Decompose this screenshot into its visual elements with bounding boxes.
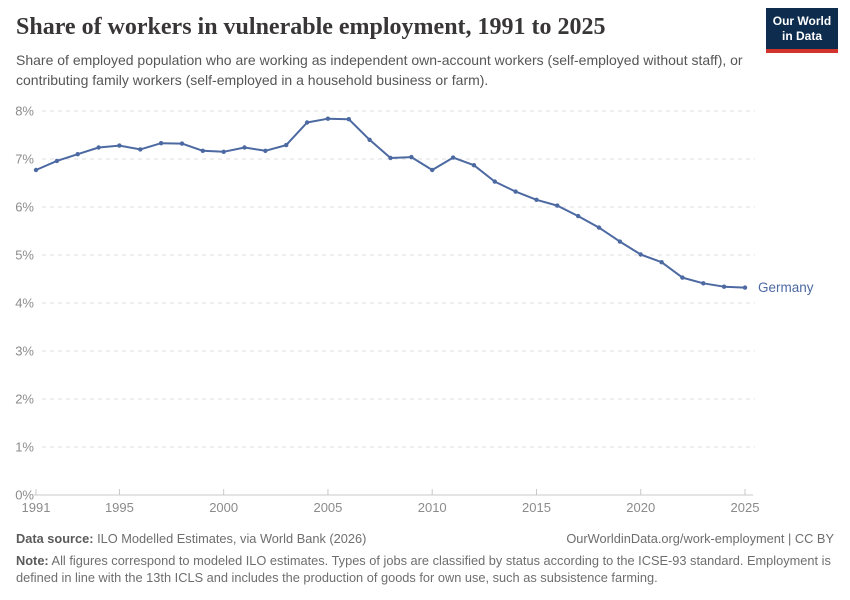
y-tick-label-4%: 4% [15,296,34,311]
data-point-2006[interactable] [346,117,351,122]
y-tick-label-6%: 6% [15,200,34,215]
data-point-2022[interactable] [680,275,685,280]
y-tick-label-2%: 2% [15,392,34,407]
data-point-2004[interactable] [304,120,310,125]
data-point-2010[interactable] [430,167,435,173]
data-point-2015[interactable] [534,197,539,202]
x-tick-label-2000: 2000 [209,500,238,515]
data-point-1996[interactable] [138,147,143,152]
note-text: All figures correspond to modeled ILO es… [16,553,831,585]
owid-logo[interactable]: Our World in Data [766,8,838,53]
data-point-2016[interactable] [555,203,560,208]
y-tick-label-3%: 3% [15,344,34,359]
data-point-1993[interactable] [75,152,80,157]
data-point-2017[interactable] [576,213,581,219]
chart-area[interactable]: 0% 1% 2% 3% 4% 5% 6% 7% 8% 1991 1995 2000 2005 2010 20… [0,98,850,523]
chart-subtitle: Share of employed population who are wor… [16,51,743,88]
data-point-2000[interactable] [221,149,226,154]
x-tick-label-1991: 1991 [22,500,51,515]
data-point-1995[interactable] [117,143,122,148]
owid-logo-line1: Our World [772,14,832,28]
chart-footer: Data source: ILO Modelled Estimates, via… [16,531,834,586]
chart-note: Note: All figures correspond to modeled … [16,553,834,586]
data-point-2008[interactable] [388,155,393,161]
y-tick-label-1%: 1% [15,440,34,455]
note-label: Note: [16,553,49,568]
data-point-1999[interactable] [200,148,205,153]
data-point-2025[interactable] [742,285,748,290]
data-point-2019[interactable] [617,239,623,244]
y-tick-label-7%: 7% [15,152,34,167]
y-tick-label-8%: 8% [15,104,34,119]
data-point-2023[interactable] [701,281,706,286]
data-point-1998[interactable] [179,141,185,146]
data-point-1992[interactable] [54,158,60,164]
y-tick-label-0%: 0% [15,488,34,503]
data-point-1991[interactable] [33,167,39,173]
data-point-2012[interactable] [471,163,477,168]
x-tick-label-2010: 2010 [418,500,447,515]
page-title: Share of workers in vulnerable employmen… [16,14,606,40]
data-point-2020[interactable] [638,252,643,257]
data-point-2011[interactable] [450,155,456,160]
x-tick-label-2020: 2020 [626,500,655,515]
data-point-2024[interactable] [721,284,727,289]
data-point-2013[interactable] [492,179,497,184]
data-point-1994[interactable] [96,145,101,150]
line-chart[interactable]: 0% 1% 2% 3% 4% 5% 6% 7% 8% 1991 1995 2000 2005 2010 20… [0,98,850,523]
x-tick-label-2005: 2005 [313,500,342,515]
data-point-2003[interactable] [284,142,289,148]
data-point-2018[interactable] [596,225,602,230]
series-line-germany[interactable] [35,117,746,289]
x-tick-label-2025: 2025 [731,500,760,515]
y-tick-label-5%: 5% [15,248,34,263]
data-point-2002[interactable] [263,148,268,153]
data-point-2009[interactable] [409,154,414,160]
owid-logo-line2: in Data [781,29,822,43]
citation-link[interactable]: OurWorldinData.org/work-employment | CC … [566,531,834,546]
data-source-label: Data source: [16,531,94,546]
chart-header: Share of workers in vulnerable employmen… [16,14,750,90]
data-point-2007[interactable] [367,137,372,142]
x-tick-label-1995: 1995 [105,500,134,515]
x-tick-label-2015: 2015 [522,500,551,515]
data-point-2005[interactable] [325,116,331,121]
data-source-text: ILO Modelled Estimates, via World Bank (… [93,531,367,546]
data-point-1997[interactable] [158,141,164,146]
data-point-2014[interactable] [513,189,518,194]
data-point-2001[interactable] [242,145,247,150]
data-point-2021[interactable] [659,260,664,265]
series-label-germany[interactable]: Germany [758,280,814,295]
data-source: Data source: ILO Modelled Estimates, via… [16,531,366,546]
